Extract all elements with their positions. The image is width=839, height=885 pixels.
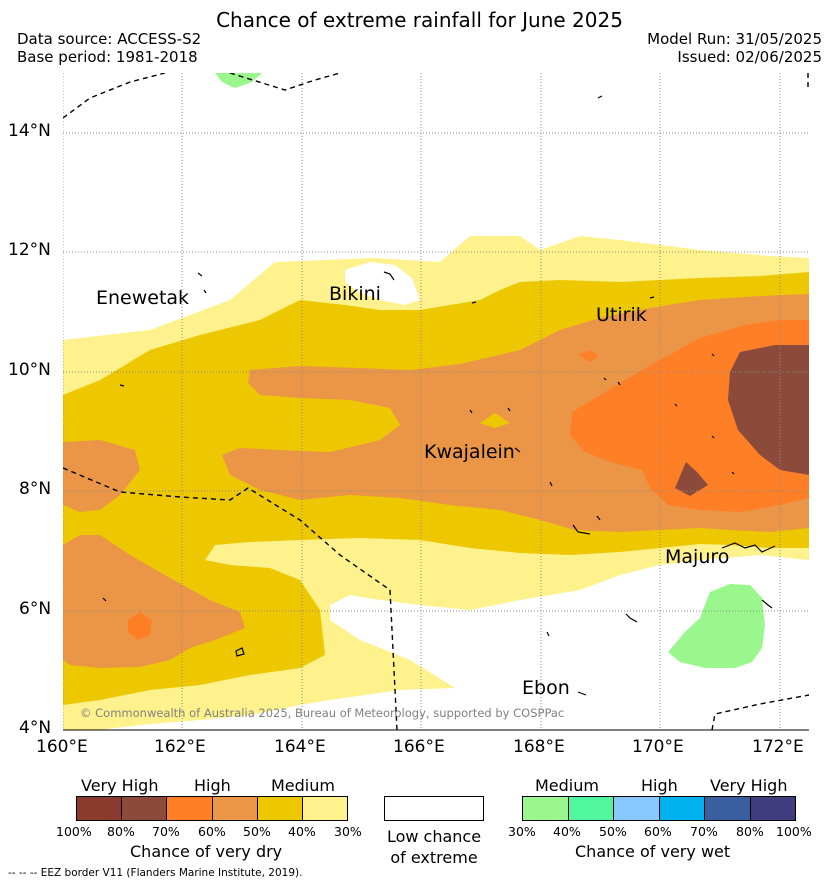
graticule bbox=[63, 73, 809, 730]
lon-tick-166e: 166°E bbox=[393, 737, 445, 757]
dry-tick-60: 60% bbox=[198, 824, 226, 839]
lon-tick-172e: 172°E bbox=[752, 737, 804, 757]
dry-spot-orange-2 bbox=[578, 350, 598, 362]
issued-text: Issued: 02/06/2025 bbox=[677, 48, 822, 66]
wet-patch-south-east bbox=[668, 584, 765, 668]
white-patch-bikini bbox=[345, 262, 420, 305]
dry-spot-gold bbox=[480, 413, 510, 428]
lon-tick-160e: 160°E bbox=[36, 737, 88, 757]
dry-swatch-40-30 bbox=[302, 797, 348, 820]
lat-tick-14n: 14°N bbox=[8, 121, 51, 141]
lat-tick-12n: 12°N bbox=[8, 240, 51, 260]
dry-tick-40: 40% bbox=[288, 824, 316, 839]
wet-tier-medium: Medium bbox=[535, 776, 599, 795]
wet-tick-50: 50% bbox=[599, 824, 627, 839]
dry-tier-very-high: Very High bbox=[81, 776, 159, 795]
lon-tick-168e: 168°E bbox=[513, 737, 565, 757]
wet-swatch-30-40 bbox=[523, 797, 569, 820]
island-outlines bbox=[102, 95, 776, 696]
dry-swatch-50-40 bbox=[257, 797, 303, 820]
wet-tick-60: 60% bbox=[644, 824, 672, 839]
wet-swatch-70-80 bbox=[705, 797, 751, 820]
wet-tick-40: 40% bbox=[553, 824, 581, 839]
wet-tier-high: High bbox=[641, 776, 678, 795]
dry-spot-brown bbox=[675, 462, 708, 496]
base-period-text: Base period: 1981-2018 bbox=[17, 48, 198, 66]
lat-tick-4n: 4°N bbox=[19, 718, 52, 738]
neutral-label-line1: Low chance bbox=[386, 827, 482, 846]
dry-tick-50: 50% bbox=[243, 824, 271, 839]
dry-tick-80: 80% bbox=[107, 824, 135, 839]
lat-tick-6n: 6°N bbox=[19, 599, 52, 619]
wet-tick-100: 100% bbox=[776, 824, 812, 839]
dry-swatch-100-80 bbox=[77, 797, 123, 820]
map-title: Chance of extreme rainfall for June 2025 bbox=[216, 8, 623, 32]
model-run-text: Model Run: 31/05/2025 bbox=[647, 30, 822, 48]
dry-spot-orange-1 bbox=[128, 612, 152, 640]
dry-tier-medium: Medium bbox=[271, 776, 335, 795]
wet-swatch-60-70 bbox=[659, 797, 705, 820]
dry-legend-label: Chance of very dry bbox=[130, 842, 283, 861]
wet-swatch-40-50 bbox=[568, 797, 614, 820]
place-label-bikini: Bikini bbox=[329, 283, 381, 305]
dry-tick-70: 70% bbox=[152, 824, 180, 839]
wet-tick-80: 80% bbox=[736, 824, 764, 839]
place-label-kwajalein: Kwajalein bbox=[424, 441, 515, 463]
dry-tick-100: 100% bbox=[56, 824, 92, 839]
wet-swatch-50-60 bbox=[614, 797, 660, 820]
dry-tick-30: 30% bbox=[334, 824, 362, 839]
place-label-ebon: Ebon bbox=[522, 677, 570, 699]
dry-colorbar bbox=[76, 796, 348, 821]
place-label-majuro: Majuro bbox=[665, 546, 730, 568]
wet-patch-north bbox=[215, 73, 262, 88]
lon-tick-164e: 164°E bbox=[274, 737, 326, 757]
place-label-enewetak: Enewetak bbox=[96, 287, 190, 309]
dry-band-50-60-south bbox=[63, 535, 245, 668]
dry-swatch-80-70 bbox=[122, 797, 168, 820]
wet-legend-label: Chance of very wet bbox=[575, 842, 731, 861]
wet-colorbar bbox=[522, 796, 796, 821]
lon-tick-170e: 170°E bbox=[632, 737, 684, 757]
dry-tier-high: High bbox=[194, 776, 231, 795]
eez-border-footnote: -- -- -- EEZ border V11 (Flanders Marine… bbox=[8, 867, 303, 879]
lat-tick-10n: 10°N bbox=[8, 360, 51, 380]
place-label-utirik: Utirik bbox=[596, 304, 647, 326]
eez-borders bbox=[63, 73, 809, 730]
neutral-label-line2: of extreme bbox=[390, 848, 478, 867]
wet-tick-70: 70% bbox=[690, 824, 718, 839]
neutral-swatch bbox=[384, 796, 484, 821]
dry-band-70-80 bbox=[728, 345, 809, 475]
map-area bbox=[63, 73, 809, 730]
data-source-text: Data source: ACCESS-S2 bbox=[17, 30, 202, 48]
dry-band-50-60-west bbox=[63, 440, 140, 512]
lon-tick-162e: 162°E bbox=[154, 737, 206, 757]
wet-tick-30: 30% bbox=[508, 824, 536, 839]
copyright-text: © Commonwealth of Australia 2025, Bureau… bbox=[80, 706, 565, 720]
dry-swatch-60-50 bbox=[212, 797, 258, 820]
lat-tick-8n: 8°N bbox=[19, 479, 52, 499]
dry-swatch-70-60 bbox=[167, 797, 213, 820]
wet-tier-very-high: Very High bbox=[710, 776, 788, 795]
wet-swatch-80-100 bbox=[750, 797, 795, 820]
